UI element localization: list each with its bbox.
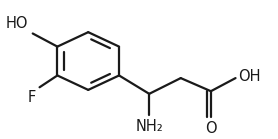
Text: O: O [205, 121, 217, 136]
Text: OH: OH [238, 69, 261, 84]
Text: F: F [27, 90, 36, 105]
Text: NH₂: NH₂ [135, 119, 163, 134]
Text: HO: HO [6, 16, 29, 31]
